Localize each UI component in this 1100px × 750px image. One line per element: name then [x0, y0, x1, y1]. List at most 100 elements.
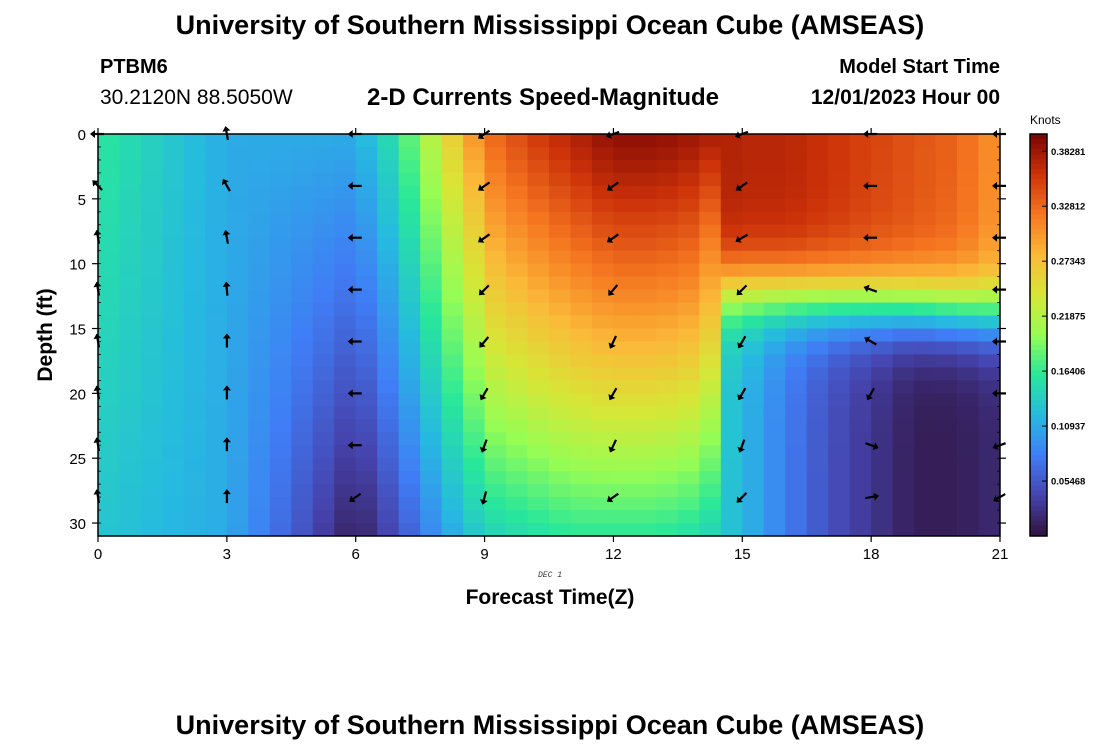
heatmap-cell: [785, 341, 808, 355]
heatmap-cell: [205, 354, 228, 368]
heatmap-cell: [806, 432, 829, 446]
colorbar-tick-label: 0.10937: [1051, 422, 1085, 433]
heatmap-cell: [355, 185, 378, 200]
heatmap-cell: [98, 497, 120, 511]
heatmap-cell: [398, 134, 421, 148]
heatmap-cell: [656, 406, 679, 420]
heatmap-cell: [892, 198, 915, 213]
heatmap-cell: [226, 471, 249, 485]
heatmap-cell: [957, 250, 979, 265]
heatmap-cell: [506, 341, 528, 355]
colorbar-band: [1030, 385, 1047, 391]
current-vector-arrow: [221, 178, 231, 192]
heatmap-cell: [248, 458, 271, 472]
heatmap-cell: [291, 341, 314, 355]
colorbar-band: [1030, 294, 1047, 301]
heatmap-cell: [549, 497, 571, 511]
colorbar-band: [1030, 189, 1047, 195]
x-tick-label: 21: [992, 546, 1009, 563]
heatmap-cell: [291, 159, 314, 174]
heatmap-cell: [484, 134, 507, 148]
heatmap-cell: [892, 380, 915, 394]
heatmap-cell: [377, 276, 400, 291]
heatmap-cell: [506, 250, 528, 265]
heatmap-cell: [742, 315, 765, 329]
heatmap-cell: [398, 237, 421, 252]
heatmap-cell: [785, 419, 808, 433]
heatmap-cell: [828, 328, 851, 342]
heatmap-cell: [183, 458, 206, 472]
heatmap-cell: [957, 263, 979, 278]
heatmap-cell: [806, 302, 829, 316]
heatmap-cell: [634, 354, 657, 368]
heatmap-cell: [98, 211, 120, 226]
heatmap-cell: [828, 237, 851, 252]
heatmap-cell: [763, 315, 786, 329]
heatmap-cell: [291, 380, 314, 394]
heatmap-cell: [656, 263, 679, 278]
heatmap-cell: [205, 458, 228, 472]
heatmap-cell: [656, 302, 679, 316]
heatmap-cell: [699, 523, 722, 537]
current-vector-arrow: [347, 233, 362, 242]
heatmap-cell: [226, 354, 249, 368]
heatmap-cell: [140, 159, 163, 174]
current-vector-arrow: [737, 439, 746, 453]
colorbar-band: [1030, 259, 1047, 266]
heatmap-cell: [98, 354, 120, 368]
heatmap-cell: [806, 354, 829, 368]
heatmap-cell: [978, 159, 1001, 174]
heatmap-cell: [763, 328, 786, 342]
heatmap-cell: [978, 341, 1001, 355]
heatmap-cell: [699, 211, 722, 226]
heatmap-cell: [98, 134, 120, 148]
heatmap-cell: [892, 263, 915, 278]
heatmap-cell: [828, 211, 851, 226]
heatmap-cell: [871, 315, 894, 329]
heatmap-cell: [226, 159, 249, 174]
heatmap-cell: [656, 185, 679, 200]
heatmap-cell: [699, 380, 722, 394]
heatmap-cell: [484, 159, 507, 174]
heatmap-cell: [140, 185, 163, 200]
heatmap-cell: [312, 367, 335, 381]
footer-title: University of Southern Mississippi Ocean…: [175, 710, 925, 740]
heatmap-cell: [248, 367, 271, 381]
heatmap-cell: [183, 419, 206, 433]
heatmap-cell: [591, 419, 614, 433]
heatmap-cell: [957, 159, 979, 174]
heatmap-cell: [935, 406, 958, 420]
heatmap-cell: [119, 458, 142, 472]
heatmap-cell: [785, 510, 808, 524]
heatmap-cell: [140, 354, 163, 368]
heatmap-cell: [420, 263, 443, 278]
heatmap-cell: [699, 354, 722, 368]
heatmap-cell: [527, 445, 550, 459]
heatmap-cell: [334, 341, 357, 355]
heatmap-cell: [935, 497, 958, 511]
colorbar-band: [1030, 415, 1047, 421]
heatmap-cell: [162, 328, 185, 342]
heatmap-cell: [935, 211, 958, 226]
heatmap-cell: [420, 185, 443, 200]
heatmap-cell: [742, 237, 765, 252]
heatmap-cell: [506, 159, 528, 174]
heatmap-cell: [205, 406, 228, 420]
heatmap-cell: [871, 523, 894, 537]
heatmap-cell: [355, 263, 378, 278]
heatmap-cell: [183, 263, 206, 278]
heatmap-cell: [312, 380, 335, 394]
heatmap-cell: [506, 302, 528, 316]
heatmap-cell: [334, 510, 357, 524]
heatmap-cell: [742, 458, 765, 472]
heatmap-cell: [291, 471, 314, 485]
heatmap-cell: [763, 146, 786, 161]
heatmap-cell: [98, 510, 120, 524]
heatmap-cell: [849, 250, 872, 265]
heatmap-cell: [355, 367, 378, 381]
heatmap-cell: [677, 406, 700, 420]
heatmap-cell: [183, 211, 206, 226]
heatmap-cell: [140, 211, 163, 226]
heatmap-cell: [506, 419, 528, 433]
heatmap-cell: [656, 172, 679, 187]
